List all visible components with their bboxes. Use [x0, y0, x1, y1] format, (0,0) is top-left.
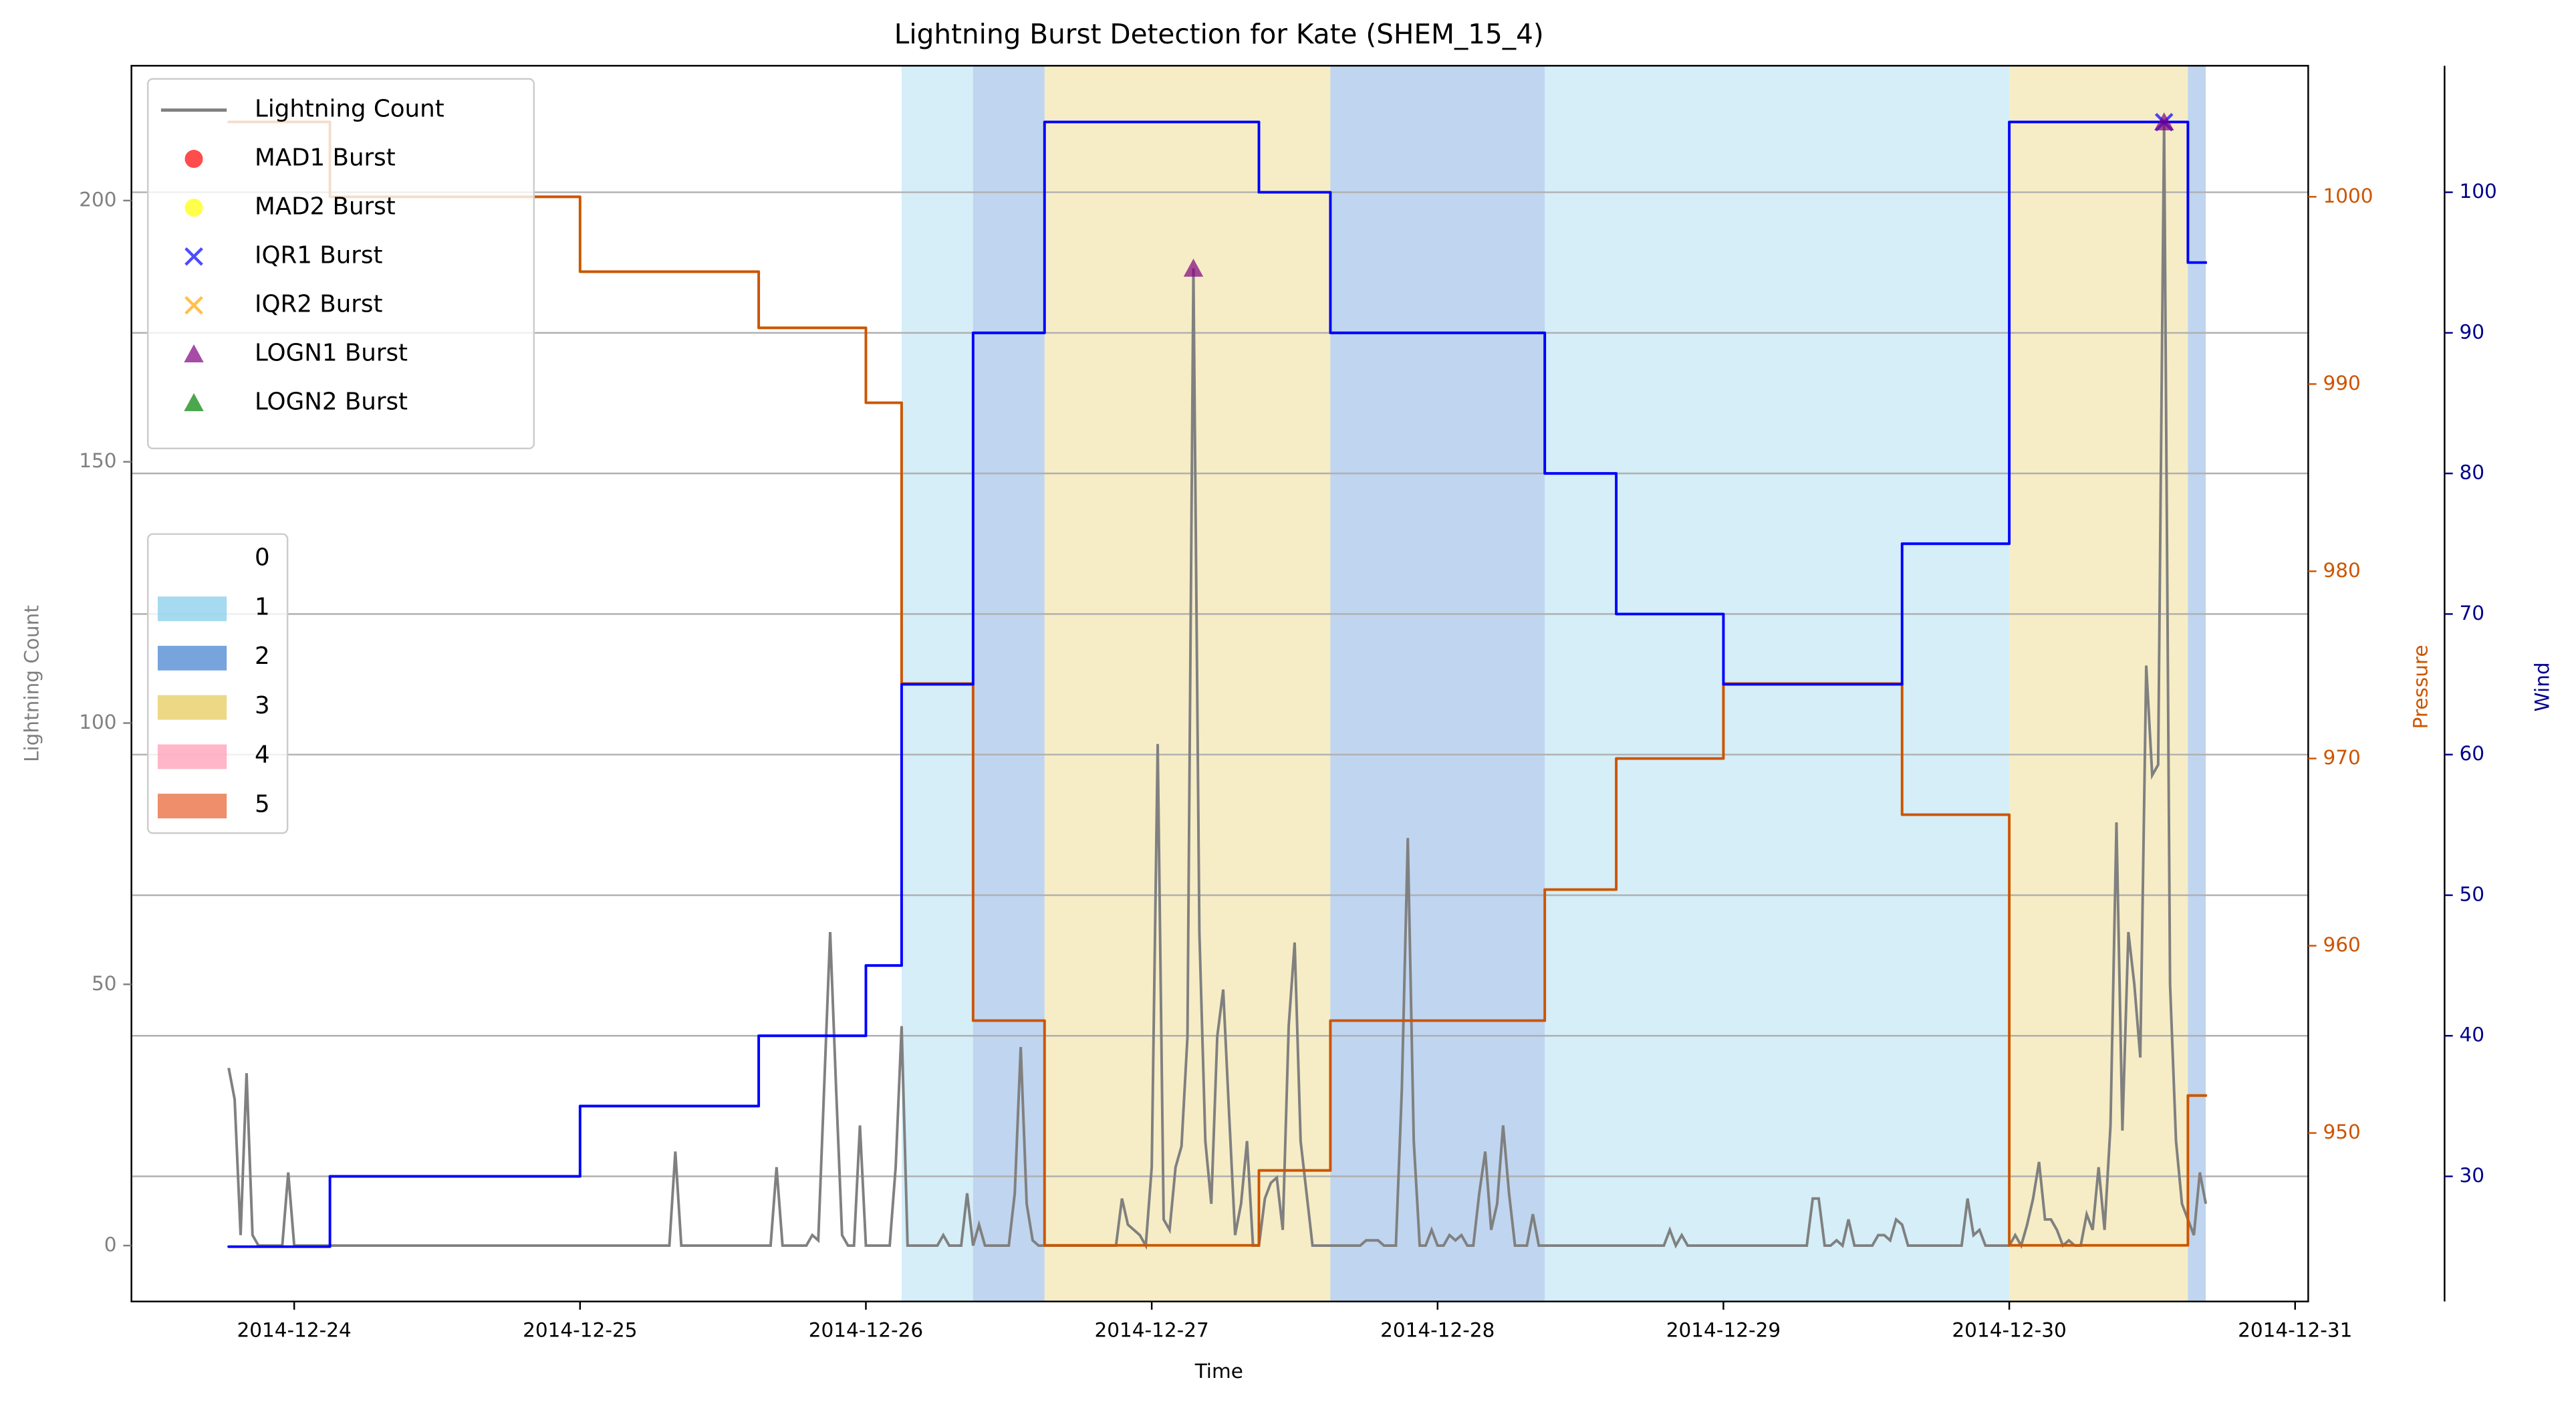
y-tick-label: 0 — [104, 1234, 117, 1256]
category-span — [1330, 66, 1545, 1302]
legend-swatch — [157, 645, 227, 671]
legend-symbol — [184, 199, 203, 217]
lightning-line — [227, 122, 2208, 1250]
x-tick-label: 2014-12-27 — [1094, 1318, 1208, 1341]
category-span — [2009, 66, 2188, 1302]
legend-label: 5 — [255, 790, 270, 818]
y-tick-label: 960 — [2323, 933, 2360, 956]
x-tick-label: 2014-12-25 — [523, 1318, 637, 1341]
chart-title: Lightning Burst Detection for Kate (SHEM… — [894, 18, 1544, 50]
legend-symbol — [184, 344, 204, 362]
category-span — [2188, 66, 2206, 1302]
plot-frame — [130, 65, 2309, 1302]
y-tick-label: 50 — [2459, 883, 2484, 905]
y-axis-label: Lightning Count — [21, 605, 43, 762]
marker — [2154, 112, 2174, 131]
y-tick-label: 100 — [2459, 180, 2496, 203]
legend-label: IQR2 Burst — [255, 291, 383, 318]
y-tick-label: 970 — [2323, 746, 2360, 769]
legend-swatch — [157, 547, 227, 572]
series-legend: Lightning Count MAD1 Burst MAD2 Burst IQR1 … — [146, 78, 535, 449]
legend-swatch — [157, 596, 227, 622]
legend-symbol — [184, 296, 203, 315]
y-tick-label: 90 — [2459, 320, 2484, 343]
legend-label: IQR1 Burst — [255, 242, 383, 269]
legend-label: LOGN2 Burst — [255, 388, 408, 416]
y-tick-label: 30 — [2459, 1164, 2484, 1187]
category-span — [1044, 66, 1331, 1302]
legend-swatch — [157, 695, 227, 720]
y-tick-label: 100 — [79, 711, 116, 733]
y-tick-label: 990 — [2323, 372, 2360, 394]
y-tick-label: 50 — [92, 972, 117, 995]
y3-axis-label: Wind — [2531, 662, 2553, 711]
legend-box — [146, 533, 289, 834]
y-tick-label: 150 — [79, 449, 116, 472]
y-tick-label: 60 — [2459, 742, 2484, 765]
y-tick-label: 80 — [2459, 461, 2484, 484]
legend-symbol — [184, 150, 203, 168]
legend-label: 0 — [255, 544, 270, 572]
legend-label: 2 — [255, 642, 270, 670]
y-tick-label: 40 — [2459, 1024, 2484, 1046]
y-tick-label: 1000 — [2323, 185, 2373, 207]
category-legend: 0 1 2 3 4 5 — [146, 533, 289, 834]
y-tick-label: 200 — [79, 188, 116, 211]
legend-symbol — [184, 392, 204, 411]
x-tick-label: 2014-12-24 — [237, 1318, 351, 1341]
x-tick-label: 2014-12-30 — [1952, 1318, 2066, 1341]
y-tick-label: 70 — [2459, 602, 2484, 624]
legend-swatch — [157, 744, 227, 770]
x-tick-label: 2014-12-29 — [1666, 1318, 1781, 1341]
legend-symbol — [184, 247, 203, 266]
x-tick-label: 2014-12-31 — [2238, 1318, 2352, 1341]
x-tick-label: 2014-12-28 — [1380, 1318, 1495, 1341]
x-tick-label: 2014-12-26 — [809, 1318, 923, 1341]
y-tick-label: 980 — [2323, 559, 2360, 582]
legend-label: 3 — [255, 692, 270, 719]
x-axis-label: Time — [1194, 1360, 1243, 1383]
legend-label: MAD1 Burst — [255, 144, 396, 172]
legend-label: Lightning Count — [255, 96, 444, 123]
legend-swatch — [157, 794, 227, 819]
y-tick-label: 950 — [2323, 1121, 2360, 1143]
legend-label: 4 — [255, 741, 270, 769]
legend-label: MAD2 Burst — [255, 193, 396, 221]
y2-axis-label: Pressure — [2409, 645, 2432, 729]
legend-label: LOGN1 Burst — [255, 340, 408, 367]
legend-label: 1 — [255, 593, 270, 620]
marker — [1183, 258, 1204, 277]
category-span — [973, 66, 1045, 1302]
legend-box — [146, 78, 535, 449]
